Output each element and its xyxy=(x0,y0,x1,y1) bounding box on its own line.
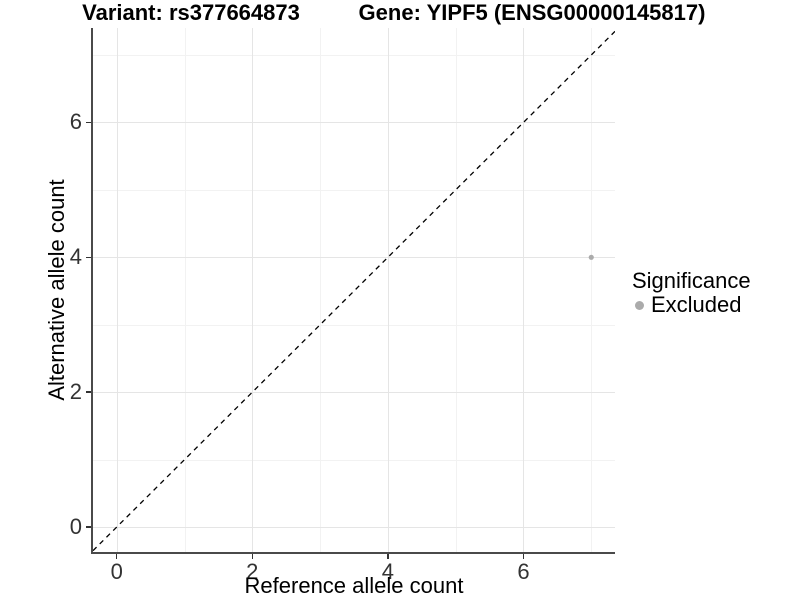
gridline-y-minor xyxy=(93,324,615,326)
legend-label: Excluded xyxy=(651,292,742,317)
gridline-y-major xyxy=(93,392,615,394)
x-tick-label: 0 xyxy=(110,559,123,584)
plot-title-variant: Variant: rs377664873 xyxy=(82,0,300,25)
gridline-x-major xyxy=(387,28,389,552)
y-axis-title: Alternative allele count xyxy=(44,179,69,401)
x-tick-mark xyxy=(387,554,389,559)
x-tick-label: 4 xyxy=(381,559,395,584)
x-tick-mark xyxy=(115,554,118,559)
gridline-x-major xyxy=(252,28,254,552)
x-tick-label: 6 xyxy=(517,559,530,584)
gridline-x-major xyxy=(116,28,118,552)
y-tick-label: 2 xyxy=(69,379,82,405)
legend-point-swatch xyxy=(635,300,644,310)
gridline-x-minor xyxy=(591,28,593,552)
gridline-y-minor xyxy=(93,54,615,56)
y-tick-mark xyxy=(86,256,91,259)
y-tick-label: 4 xyxy=(69,244,82,270)
y-tick-label: 6 xyxy=(69,109,82,135)
x-tick-label: 2 xyxy=(246,559,259,584)
gridline-x-minor xyxy=(320,28,322,552)
plot-panel xyxy=(91,28,615,554)
gridline-x-major xyxy=(523,28,525,552)
gridline-y-major xyxy=(93,122,615,124)
legend-title: Significance xyxy=(632,268,751,293)
x-tick-mark xyxy=(522,554,525,559)
gridline-x-minor xyxy=(184,28,186,552)
gridline-y-major xyxy=(93,527,615,529)
plot-data-layer xyxy=(93,30,615,552)
legend: Significance Excluded xyxy=(632,268,751,317)
identity-reference-line xyxy=(93,30,615,552)
x-tick-mark xyxy=(251,554,254,559)
y-tick-mark xyxy=(86,121,91,124)
gridline-y-major xyxy=(93,257,615,259)
legend-items: Excluded xyxy=(632,293,751,317)
gridline-x-minor xyxy=(455,28,457,552)
y-tick-mark xyxy=(86,526,91,528)
plot-title-gene: Gene: YIPF5 (ENSG00000145817) xyxy=(358,0,706,25)
data-point-excluded xyxy=(588,254,594,260)
y-tick-mark xyxy=(86,391,91,393)
y-tick-label: 0 xyxy=(69,514,82,540)
gridline-y-minor xyxy=(93,189,615,191)
legend-item: Excluded xyxy=(632,293,751,317)
x-axis-title: Reference allele count xyxy=(244,573,464,598)
gridline-y-minor xyxy=(93,459,615,461)
